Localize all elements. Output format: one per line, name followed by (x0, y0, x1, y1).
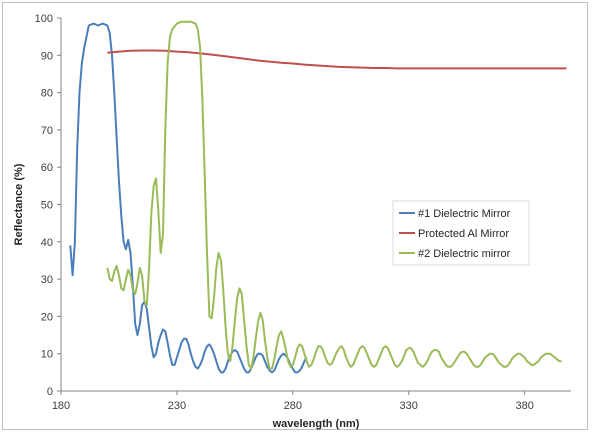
legend-label-2: Protected Al Mirror (418, 228, 509, 240)
y-tick-label: 10 (41, 349, 53, 361)
y-tick-label: 60 (41, 162, 53, 174)
y-tick-label: 70 (41, 125, 53, 137)
y-axis-ticks: 0 10 20 30 40 50 60 70 80 90 100 (35, 13, 61, 398)
legend-box (392, 200, 530, 266)
x-tick-label: 330 (400, 400, 418, 412)
y-tick-label: 50 (41, 200, 53, 212)
x-tick-label: 180 (52, 400, 70, 412)
x-tick-label: 230 (168, 400, 186, 412)
y-tick-label: 100 (35, 13, 53, 25)
series-line-1 (69, 22, 308, 374)
y-tick-label: 30 (41, 274, 53, 286)
y-tick-label: 40 (41, 237, 53, 249)
x-tick-label: 380 (515, 400, 533, 412)
chart-frame: 0 10 20 30 40 50 60 70 80 90 100 180 230 280 330 380 R… (2, 2, 588, 430)
x-tick-label: 280 (284, 400, 302, 412)
series-line-2 (107, 49, 567, 70)
series-layer (69, 20, 567, 374)
y-tick-label: 20 (41, 311, 53, 323)
x-axis-title: wavelength (nm) (272, 418, 360, 430)
series-line-3 (106, 20, 562, 370)
x-axis-ticks: 180 230 280 330 380 (52, 391, 534, 412)
reflectance-chart: 0 10 20 30 40 50 60 70 80 90 100 180 230 280 330 380 R… (13, 13, 571, 430)
y-tick-label: 80 (41, 88, 53, 100)
legend-label-1: #1 Dielectric Mirror (418, 208, 511, 220)
y-tick-label: 0 (47, 386, 53, 398)
y-axis-title: Reflectance (%) (13, 163, 25, 245)
legend-label-3: #2 Dielectric mirror (418, 248, 511, 260)
legend: #1 Dielectric Mirror Protected Al Mirror #… (392, 200, 530, 266)
y-tick-label: 90 (41, 50, 53, 62)
